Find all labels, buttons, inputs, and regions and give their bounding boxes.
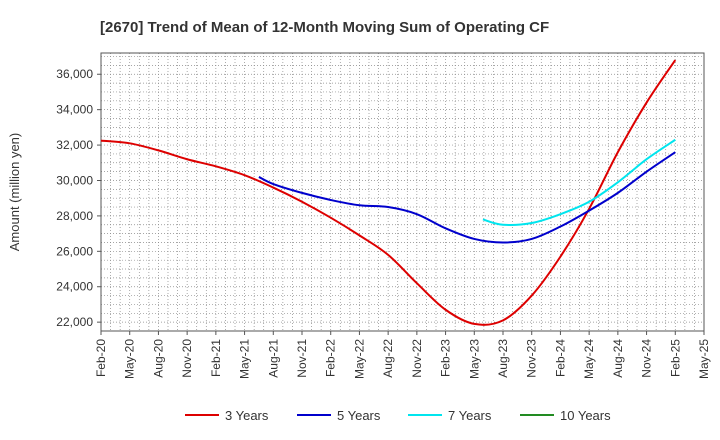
legend-label: 7 Years [448, 408, 492, 423]
y-axis: 22,000 24,000 26,000 28,000 30,000 32,000 34,0… [56, 67, 101, 329]
y-tick-label: 22,000 [56, 315, 93, 329]
legend: 3 Years 5 Years 7 Years 10 Years [185, 408, 611, 423]
x-tick-label: Nov-20 [180, 339, 194, 378]
plot-area [100, 52, 705, 332]
x-tick-label: Feb-21 [209, 339, 223, 377]
x-tick-label: May-21 [238, 339, 252, 379]
x-tick-label: Feb-25 [668, 339, 682, 377]
x-tick-label: May-20 [123, 339, 137, 379]
x-tick-label: Aug-21 [266, 339, 280, 378]
y-tick-label: 28,000 [56, 209, 93, 223]
y-tick-label: 24,000 [56, 280, 93, 294]
x-tick-label: Feb-24 [553, 339, 567, 377]
x-tick-label: Aug-23 [496, 339, 510, 378]
y-tick-label: 26,000 [56, 244, 93, 258]
series-line-7-years [482, 138, 676, 226]
x-axis: Feb-20 May-20 Aug-20 Nov-20 Feb-21 May-21 Aug-… [94, 331, 711, 379]
x-tick-label: Feb-20 [94, 339, 108, 377]
x-tick-label: Feb-23 [439, 339, 453, 377]
x-tick-label: Nov-22 [410, 339, 424, 378]
x-tick-label: Feb-22 [324, 339, 338, 377]
legend-label: 3 Years [225, 408, 269, 423]
x-tick-label: May-23 [467, 339, 481, 379]
x-tick-label: May-24 [582, 339, 596, 379]
x-tick-label: Nov-21 [295, 339, 309, 378]
series-line-3-years [100, 59, 677, 326]
chart-title: [2670] Trend of Mean of 12-Month Moving … [100, 19, 549, 36]
y-tick-label: 32,000 [56, 138, 93, 152]
legend-label: 10 Years [560, 408, 611, 423]
y-tick-label: 36,000 [56, 67, 93, 81]
x-tick-label: Aug-22 [381, 339, 395, 378]
x-tick-label: May-25 [697, 339, 711, 379]
legend-label: 5 Years [337, 408, 381, 423]
x-tick-label: Aug-24 [611, 339, 625, 378]
y-tick-label: 30,000 [56, 173, 93, 187]
x-tick-label: Nov-24 [640, 339, 654, 378]
x-tick-label: May-22 [352, 339, 366, 379]
grid [100, 53, 705, 331]
x-tick-label: Nov-23 [525, 339, 539, 378]
y-tick-label: 34,000 [56, 103, 93, 117]
series-lines [100, 59, 677, 326]
y-axis-label: Amount (million yen) [7, 133, 22, 252]
x-tick-label: Aug-20 [151, 339, 165, 378]
series-line-5-years [258, 151, 676, 244]
